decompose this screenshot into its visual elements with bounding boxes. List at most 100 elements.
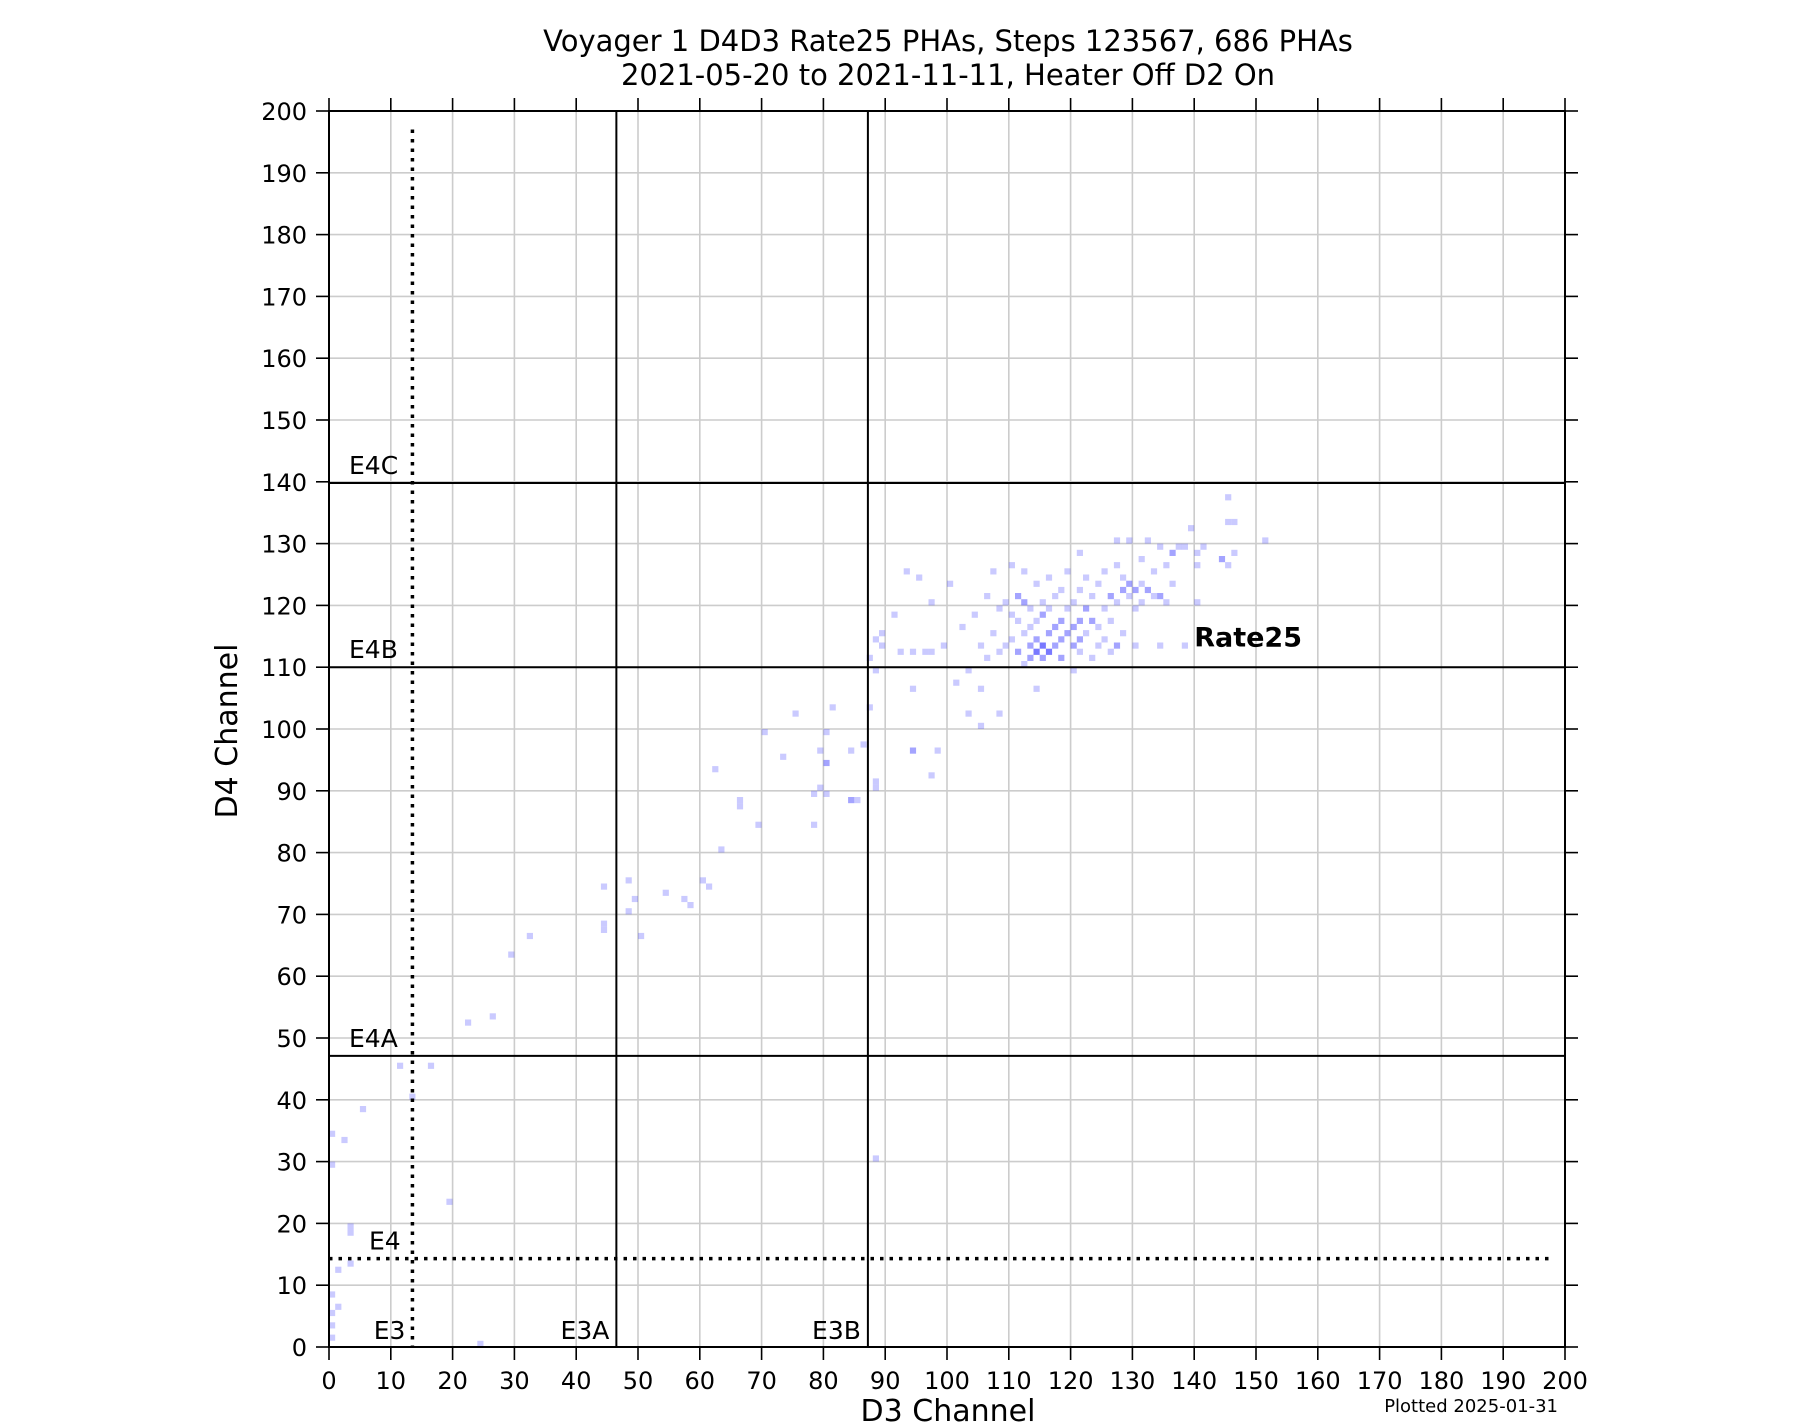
y-tick-label: 50	[276, 1025, 307, 1053]
heatmap-cell	[347, 1260, 354, 1267]
heatmap-cell	[1083, 574, 1090, 581]
heatmap-cell	[965, 710, 972, 717]
heatmap-cell	[1033, 648, 1040, 655]
heatmap-cell	[953, 679, 960, 686]
grid-lines	[328, 110, 1566, 1348]
y-tick-label: 40	[276, 1087, 307, 1115]
x-tick-label: 90	[870, 1367, 901, 1395]
heatmap-cells	[329, 494, 1269, 1347]
heatmap-cell	[1015, 648, 1022, 655]
heatmap-cell	[1076, 617, 1083, 624]
heatmap-cell	[1107, 648, 1114, 655]
heatmap-cell	[1033, 617, 1040, 624]
heatmap-cell	[1070, 642, 1077, 649]
x-tick-label: 150	[1233, 1367, 1279, 1395]
heatmap-cell	[1015, 617, 1022, 624]
heatmap-cell	[1181, 642, 1188, 649]
heatmap-cell	[1120, 586, 1127, 594]
heatmap-cell	[1095, 623, 1102, 631]
heatmap-cell	[600, 883, 608, 890]
heatmap-cell	[329, 1291, 336, 1298]
y-tick-label: 130	[261, 531, 307, 559]
label-e3a: E3A	[561, 1316, 610, 1345]
heatmap-cell	[329, 1322, 336, 1329]
heatmap-cell	[909, 747, 917, 754]
heatmap-cell	[1039, 642, 1046, 649]
heatmap-cell	[1126, 580, 1133, 587]
heatmap-cell	[706, 883, 713, 890]
heatmap-cell	[1231, 549, 1238, 556]
heatmap-cell	[526, 932, 533, 940]
heatmap-cell	[1076, 636, 1083, 643]
heatmap-cell	[489, 1013, 496, 1020]
heatmap-cell	[848, 797, 855, 804]
heatmap-cell	[1008, 636, 1015, 643]
label-e4a: E4A	[349, 1024, 398, 1053]
heatmap-cell	[971, 611, 978, 618]
heatmap-cell	[817, 784, 824, 791]
heatmap-cell	[681, 895, 688, 903]
heatmap-cell	[780, 753, 787, 760]
x-tick-label: 70	[746, 1367, 777, 1395]
heatmap-cell	[1070, 667, 1077, 674]
heatmap-cell	[508, 951, 515, 958]
heatmap-cell	[1101, 636, 1108, 643]
heatmap-cell	[977, 642, 985, 649]
heatmap-cell	[736, 797, 744, 804]
heatmap-cell	[1064, 630, 1071, 637]
heatmap-cell	[1058, 617, 1065, 624]
heatmap-cell	[1163, 599, 1170, 606]
heatmap-cell	[1163, 562, 1170, 569]
x-tick-label: 120	[1048, 1367, 1094, 1395]
heatmap-cell	[1076, 586, 1083, 594]
heatmap-cell	[1157, 593, 1164, 600]
heatmap-cell	[1126, 537, 1133, 544]
heatmap-cell	[1033, 636, 1040, 643]
heatmap-cell	[866, 654, 873, 661]
heatmap-cell	[1157, 543, 1164, 550]
heatmap-cell	[1027, 642, 1034, 649]
heatmap-cell	[341, 1136, 348, 1144]
heatmap-cell	[928, 599, 935, 606]
y-tick-label: 80	[276, 840, 307, 868]
heatmap-cell	[1052, 593, 1059, 600]
heatmap-cell	[335, 1303, 342, 1310]
heatmap-cell	[1045, 630, 1053, 637]
heatmap-cell	[1058, 586, 1065, 594]
heatmap-cell	[1138, 599, 1145, 606]
heatmap-cell	[1039, 611, 1046, 618]
heatmap-cell	[1194, 599, 1201, 606]
heatmap-cell	[1021, 630, 1028, 637]
y-tick-label: 120	[261, 592, 307, 620]
heatmap-cell	[1015, 593, 1022, 600]
heatmap-cell	[879, 642, 886, 649]
x-tick-label: 0	[321, 1367, 336, 1395]
heatmap-cell	[736, 803, 744, 810]
heatmap-cell	[699, 877, 706, 884]
heatmap-cell	[990, 568, 997, 575]
heatmap-cell	[1027, 623, 1034, 631]
x-tick-label: 80	[808, 1367, 839, 1395]
heatmap-cell	[1021, 661, 1028, 668]
heatmap-cell	[996, 648, 1003, 655]
heatmap-cell	[909, 648, 917, 655]
label-e4c: E4C	[349, 451, 398, 480]
y-tick-label: 10	[276, 1272, 307, 1300]
heatmap-cell	[1150, 568, 1158, 575]
heatmap-cell	[1120, 574, 1127, 581]
y-tick-label: 110	[261, 654, 307, 682]
y-tick-label: 200	[261, 98, 307, 126]
x-tick-label: 140	[1171, 1367, 1217, 1395]
heatmap-cell	[1083, 630, 1090, 637]
y-tick-label: 160	[261, 345, 307, 373]
heatmap-cell	[1070, 599, 1077, 606]
y-tick-label: 190	[261, 160, 307, 188]
region-labels: E3 E3A E3B E4 E4A E4B E4C Rate25	[349, 451, 1302, 1345]
heatmap-cell	[811, 821, 818, 828]
heatmap-cell	[1002, 599, 1009, 606]
heatmap-cell	[823, 790, 830, 797]
heatmap-cell	[965, 667, 972, 674]
heatmap-cell	[1039, 654, 1046, 661]
heatmap-cell	[977, 685, 985, 692]
heatmap-cell	[1157, 642, 1164, 649]
